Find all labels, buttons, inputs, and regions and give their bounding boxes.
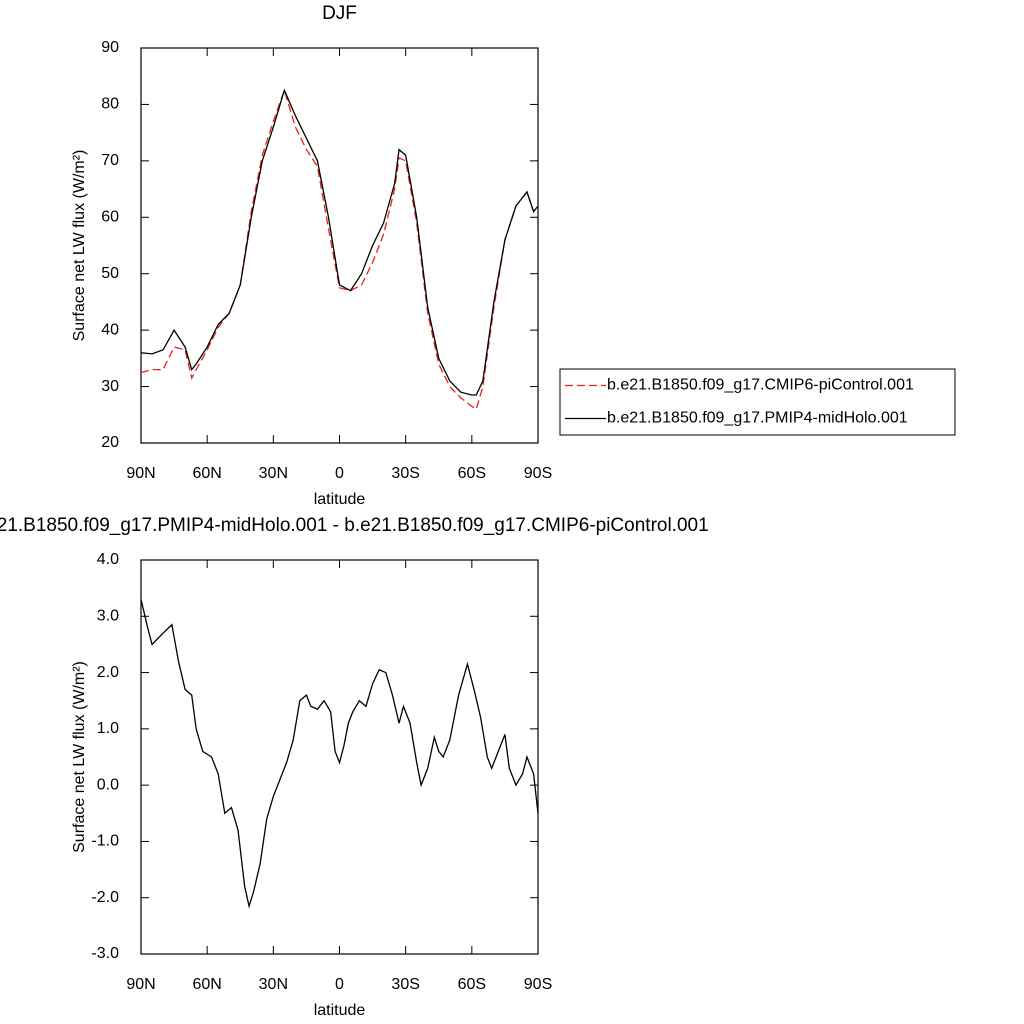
y-tick-label: 30 [101,378,119,395]
x-tick-label: 60S [458,976,486,993]
y-tick-label: -3.0 [91,945,119,962]
chart-title: DJF [322,3,357,24]
y-tick-label: 3.0 [97,608,119,625]
x-tick-label: 30N [259,465,288,482]
x-tick-label: 90N [126,976,155,993]
y-tick-label: 60 [101,209,119,226]
x-axis-label: latitude [314,491,366,508]
y-tick-label: 2.0 [97,664,119,681]
plot-frame [140,559,539,955]
x-tick-label: 30S [391,976,419,993]
y-tick-label: 1.0 [97,720,119,737]
y-axis-label: Surface net LW flux (W/m²) [71,661,88,853]
y-tick-label: 40 [101,321,119,338]
y-tick-label: 70 [101,152,119,169]
x-tick-label: 90N [126,465,155,482]
x-tick-label: 30S [391,465,419,482]
legend-label: b.e21.B1850.f09_g17.PMIP4-midHolo.001 [607,410,908,427]
legend-box [559,368,956,436]
data-line [140,88,539,396]
legend-label: b.e21.B1850.f09_g17.CMIP6-piControl.001 [607,377,914,394]
y-axis-label: Surface net LW flux (W/m²) [71,150,88,342]
y-tick-label: 80 [101,96,119,113]
x-tick-label: 90S [524,465,552,482]
data-line [140,88,539,411]
y-tick-label: -2.0 [91,889,119,906]
x-tick-label: 60N [192,465,221,482]
y-tick-label: 20 [101,434,119,451]
y-tick-label: 90 [101,39,119,56]
y-tick-label: 50 [101,265,119,282]
x-tick-label: 30N [259,976,288,993]
y-tick-label: 0.0 [97,776,119,793]
chart-title: b.e21.B1850.f09_g17.PMIP4-midHolo.001 - … [0,515,709,536]
x-tick-label: 0 [335,465,344,482]
x-tick-label: 0 [335,976,344,993]
y-tick-label: -1.0 [91,833,119,850]
x-axis-label: latitude [314,1002,366,1019]
data-line [140,599,539,909]
plot-frame [140,47,539,444]
x-tick-label: 90S [524,976,552,993]
x-tick-label: 60S [458,465,486,482]
y-tick-label: 4.0 [97,551,119,568]
x-tick-label: 60N [192,976,221,993]
